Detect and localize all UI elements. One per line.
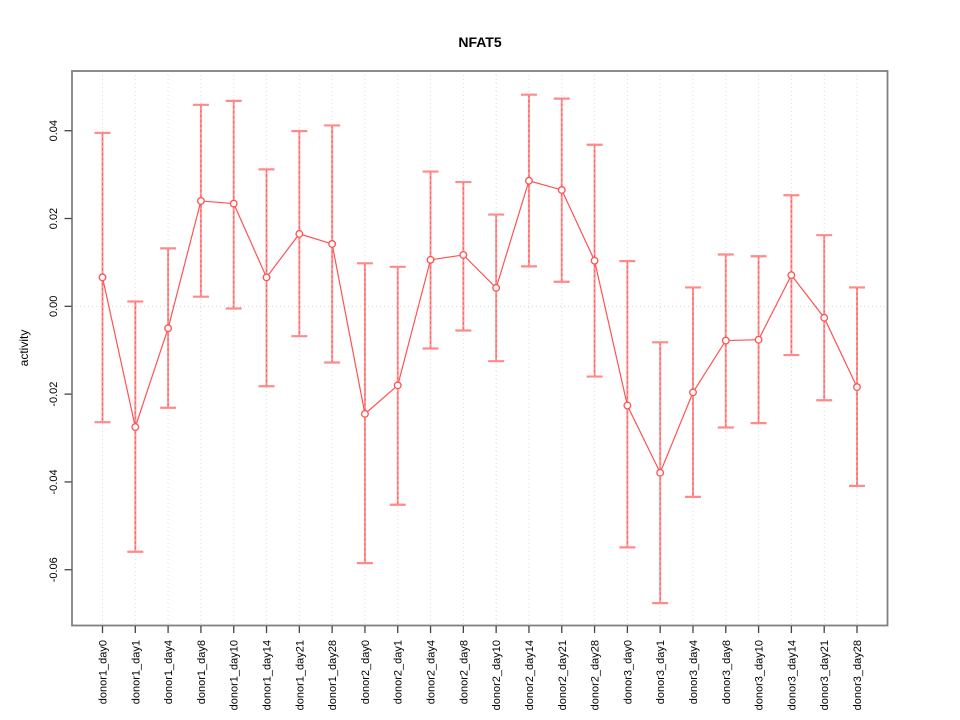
x-tick-label: donor2_day10 [491,640,503,710]
x-tick-label: donor2_day0 [360,640,372,704]
x-tick-label: donor1_day8 [196,640,208,704]
data-point [426,255,435,264]
data-point [590,256,599,265]
data-point [229,199,238,208]
x-tick-labels: donor1_day0 donor1_day1 donor1_day4 donor1_… [98,640,865,710]
x-tick-label: donor3_day28 [852,640,864,710]
x-tick-label: donor2_day21 [557,640,569,710]
data-point [623,401,632,410]
x-tick-label: donor1_day0 [98,640,110,704]
chart-title: NFAT5 [458,34,502,50]
y-tick-label: -0.06 [48,557,60,582]
data-point [820,313,829,322]
x-tick-label: donor3_day1 [655,640,667,704]
data-point [131,423,140,432]
y-tick-label: 0.04 [48,120,60,141]
x-tick-label: donor1_day4 [163,640,175,704]
y-tick-labels: 0.04 0.02 0.00 -0.02 -0.04 -0.06 [48,120,60,582]
data-point [360,409,369,418]
x-tick-label: donor2_day1 [393,640,405,704]
data-point [295,229,304,238]
y-tick-label: -0.02 [48,382,60,407]
x-tick-label: donor3_day8 [721,640,733,704]
data-point [721,336,730,345]
data-point [754,335,763,344]
data-point [787,271,796,280]
series-polyline [101,180,858,475]
x-tick-label: donor1_day10 [229,640,241,710]
data-points [98,176,861,477]
x-tick-label: donor3_day4 [688,640,700,704]
data-point [459,251,468,259]
data-point [196,197,205,205]
error-bars [94,93,865,605]
x-tick-label: donor3_day10 [754,640,766,710]
x-tick-label: donor3_day14 [786,640,798,710]
data-point [262,273,271,282]
y-tick-label: -0.04 [48,469,60,494]
x-tick-label: donor2_day14 [524,640,536,710]
x-tick-label: donor3_day21 [819,640,831,710]
x-tick-label: donor2_day28 [590,640,602,710]
gridlines [102,71,858,626]
y-tick-label: 0.00 [48,296,60,317]
data-point [164,324,173,333]
y-axis-label: activity [17,330,31,367]
x-tick-label: donor1_day28 [327,640,339,710]
x-tick-label: donor1_day1 [130,640,142,704]
data-point [393,381,402,390]
plot-border [71,70,889,627]
data-point [853,383,861,392]
data-point [525,176,533,185]
x-tick-label: donor1_day21 [294,640,306,710]
series-line [101,180,858,475]
data-point [98,273,107,282]
axis-ticks [64,130,858,633]
x-tick-label: donor3_day0 [622,640,634,704]
x-tick-label: donor1_day14 [262,640,274,710]
data-point [689,388,697,397]
data-point [328,240,337,248]
data-point [557,186,566,194]
data-point [656,468,665,477]
x-tick-label: donor2_day8 [458,640,470,704]
data-point [492,283,501,292]
x-tick-label: donor2_day4 [426,640,438,704]
y-tick-label: 0.02 [48,208,60,229]
